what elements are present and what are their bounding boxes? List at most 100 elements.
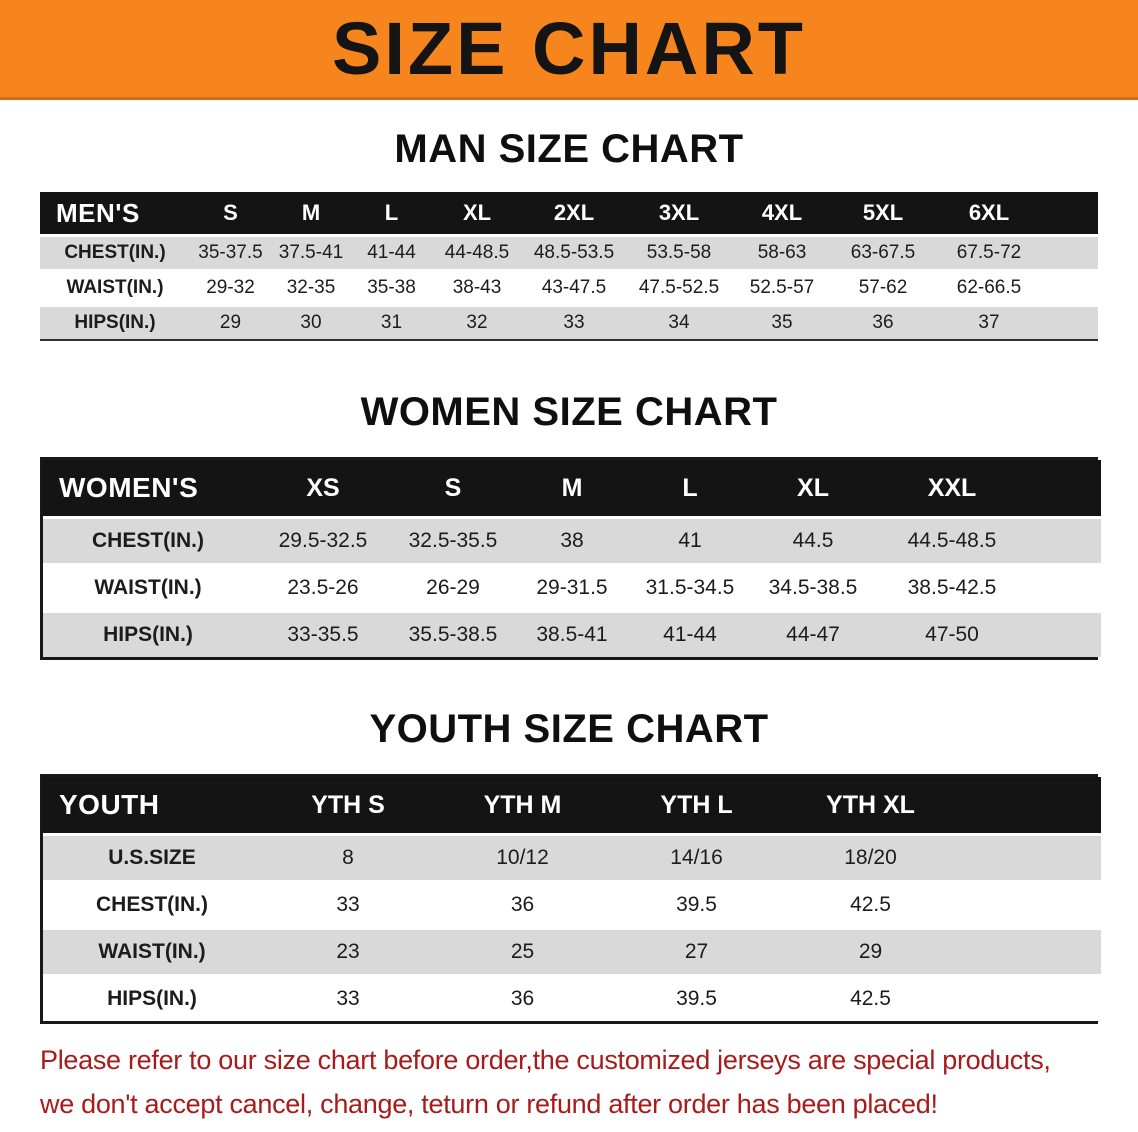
header-cell: YTH XL [783, 777, 958, 836]
women-chest-row: CHEST(IN.) 29.5-32.5 32.5-35.5 38 41 44.… [43, 517, 1101, 566]
row-label-cell: WAIST(IN.) [43, 564, 253, 613]
value-cell: 53.5-58 [626, 235, 732, 272]
value-cell: 29 [190, 305, 271, 339]
spacer-cell [958, 834, 1101, 883]
value-cell: 27 [610, 928, 783, 977]
header-cell: YTH M [435, 777, 610, 836]
value-cell: 33 [522, 305, 626, 339]
women-header-label: WOMEN'S [43, 460, 253, 519]
value-cell: 26-29 [393, 564, 513, 613]
value-cell: 43-47.5 [522, 270, 626, 307]
women-waist-row: WAIST(IN.) 23.5-26 26-29 29-31.5 31.5-34… [43, 564, 1101, 613]
men-size-chart-section: MAN SIZE CHART MEN'S S M L XL 2XL [0, 126, 1138, 341]
value-cell: 62-66.5 [934, 270, 1044, 307]
row-label-cell: WAIST(IN.) [40, 270, 190, 307]
value-cell: 52.5-57 [732, 270, 832, 307]
value-cell: 25 [435, 928, 610, 977]
value-cell: 41-44 [351, 235, 432, 272]
header-cell: M [513, 460, 631, 519]
women-size-chart-section: WOMEN SIZE CHART WOMEN'S XS S M L XL XXL [0, 389, 1138, 660]
men-header-label: MEN'S [40, 192, 190, 237]
youth-header-label: YOUTH [43, 777, 261, 836]
youth-waist-row: WAIST(IN.) 23 25 27 29 [43, 928, 1101, 977]
value-cell: 34.5-38.5 [749, 564, 877, 613]
value-cell: 41-44 [631, 611, 749, 657]
value-cell: 29-31.5 [513, 564, 631, 613]
value-cell: 38-43 [432, 270, 522, 307]
value-cell: 8 [261, 834, 435, 883]
spacer-cell [958, 881, 1101, 930]
value-cell: 38.5-41 [513, 611, 631, 657]
header-cell: S [190, 192, 271, 237]
value-cell: 32 [432, 305, 522, 339]
men-table-wrap: MEN'S S M L XL 2XL 3XL 4XL 5XL 6XL [40, 192, 1098, 341]
value-cell: 36 [435, 881, 610, 930]
value-cell: 30 [271, 305, 351, 339]
youth-size-chart-section: YOUTH SIZE CHART YOUTH YTH S YTH M YTH L… [0, 706, 1138, 1024]
value-cell: 33-35.5 [253, 611, 393, 657]
value-cell: 23 [261, 928, 435, 977]
header-cell: XL [432, 192, 522, 237]
value-cell: 36 [435, 975, 610, 1021]
women-hips-row: HIPS(IN.) 33-35.5 35.5-38.5 38.5-41 41-4… [43, 611, 1101, 657]
value-cell: 41 [631, 517, 749, 566]
spacer-cell [1044, 270, 1098, 307]
row-label-cell: CHEST(IN.) [43, 517, 253, 566]
spacer-cell [958, 777, 1101, 836]
header-cell: 3XL [626, 192, 732, 237]
disclaimer-line-2: we don't accept cancel, change, teturn o… [40, 1089, 938, 1119]
banner: SIZE CHART [0, 0, 1138, 100]
value-cell: 33 [261, 975, 435, 1021]
row-label-cell: WAIST(IN.) [43, 928, 261, 977]
youth-header-row: YOUTH YTH S YTH M YTH L YTH XL [43, 777, 1101, 836]
value-cell: 29-32 [190, 270, 271, 307]
value-cell: 38 [513, 517, 631, 566]
value-cell: 57-62 [832, 270, 934, 307]
page-title: SIZE CHART [332, 6, 806, 90]
value-cell: 35-38 [351, 270, 432, 307]
value-cell: 14/16 [610, 834, 783, 883]
value-cell: 31 [351, 305, 432, 339]
spacer-cell [1044, 192, 1098, 237]
spacer-cell [1027, 517, 1101, 566]
value-cell: 35.5-38.5 [393, 611, 513, 657]
spacer-cell [958, 975, 1101, 1021]
value-cell: 35-37.5 [190, 235, 271, 272]
women-size-table: WOMEN'S XS S M L XL XXL CHEST(IN.) 29.5-… [43, 460, 1101, 657]
women-header-row: WOMEN'S XS S M L XL XXL [43, 460, 1101, 519]
value-cell: 67.5-72 [934, 235, 1044, 272]
spacer-cell [1044, 235, 1098, 272]
spacer-cell [1027, 460, 1101, 519]
disclaimer: Please refer to our size chart before or… [40, 1038, 1138, 1126]
value-cell: 33 [261, 881, 435, 930]
value-cell: 47-50 [877, 611, 1027, 657]
spacer-cell [958, 928, 1101, 977]
women-table-wrap: WOMEN'S XS S M L XL XXL CHEST(IN.) 29.5-… [40, 457, 1101, 660]
value-cell: 32-35 [271, 270, 351, 307]
value-cell: 38.5-42.5 [877, 564, 1027, 613]
men-section-title: MAN SIZE CHART [394, 127, 744, 171]
row-label-cell: HIPS(IN.) [43, 611, 253, 657]
value-cell: 32.5-35.5 [393, 517, 513, 566]
header-cell: 4XL [732, 192, 832, 237]
header-cell: XL [749, 460, 877, 519]
row-label-cell: HIPS(IN.) [43, 975, 261, 1021]
row-label-cell: HIPS(IN.) [40, 305, 190, 339]
men-chest-row: CHEST(IN.) 35-37.5 37.5-41 41-44 44-48.5… [40, 235, 1098, 272]
men-hips-row: HIPS(IN.) 29 30 31 32 33 34 35 36 37 [40, 305, 1098, 339]
men-size-table: MEN'S S M L XL 2XL 3XL 4XL 5XL 6XL [40, 192, 1098, 339]
value-cell: 44.5 [749, 517, 877, 566]
value-cell: 48.5-53.5 [522, 235, 626, 272]
value-cell: 42.5 [783, 881, 958, 930]
header-cell: XS [253, 460, 393, 519]
row-label-cell: CHEST(IN.) [43, 881, 261, 930]
value-cell: 31.5-34.5 [631, 564, 749, 613]
value-cell: 10/12 [435, 834, 610, 883]
header-cell: YTH L [610, 777, 783, 836]
header-cell: XXL [877, 460, 1027, 519]
value-cell: 29 [783, 928, 958, 977]
header-cell: S [393, 460, 513, 519]
value-cell: 63-67.5 [832, 235, 934, 272]
spacer-cell [1027, 611, 1101, 657]
row-label-cell: U.S.SIZE [43, 834, 261, 883]
